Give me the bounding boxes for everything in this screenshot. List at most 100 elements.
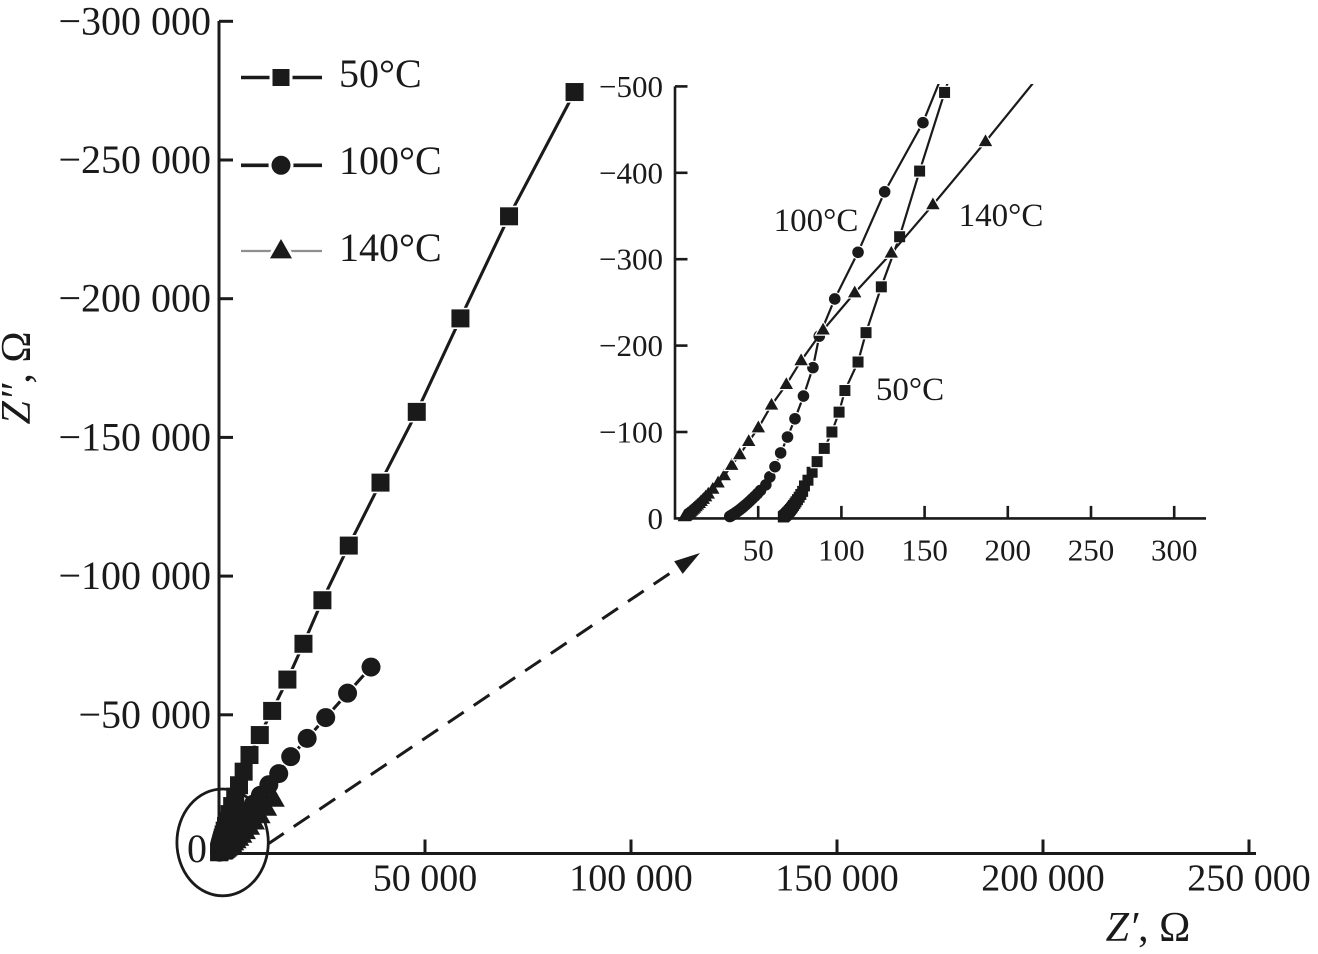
legend-symbols	[241, 66, 322, 262]
marker-circle	[279, 745, 302, 768]
marker-circle	[359, 655, 383, 679]
x-axis-title-symbol: Z′	[1106, 905, 1139, 951]
series-markers-100°C	[723, 115, 930, 523]
marker-triangle	[739, 431, 758, 448]
y-tick-label: −200	[599, 328, 663, 363]
marker-square	[276, 668, 298, 691]
y-tick-label: 0	[187, 826, 207, 871]
inset-axes: 50 100 150 200 250 300 0 −100 −200 −300 −400 −500	[599, 69, 1206, 567]
x-tick-label: 250	[1068, 532, 1115, 567]
marker-square	[563, 81, 586, 103]
marker-square	[874, 280, 889, 294]
inset-annotation-50c: 50°C	[876, 372, 944, 408]
main-series	[210, 81, 586, 862]
marker-triangle	[777, 374, 796, 391]
marker-square	[406, 401, 428, 423]
marker-circle	[780, 430, 795, 445]
y-tick-label: −300 000	[58, 0, 211, 43]
y-tick-label: −100 000	[58, 553, 211, 598]
y-axis-title-symbol: Z″	[0, 383, 40, 424]
marker-square	[912, 164, 927, 178]
marker-square	[810, 454, 824, 469]
marker-triangle	[706, 481, 720, 494]
marker-square	[838, 383, 852, 398]
marker-circle	[787, 411, 802, 426]
series-line-50°C	[782, 84, 949, 518]
x-tick-label: 50	[743, 532, 774, 567]
marker-circle	[336, 682, 359, 705]
marker-triangle	[792, 350, 810, 367]
main-axes: 50 000 100 000 150 000 200 000 250 000 0 −50 0…	[58, 0, 1310, 900]
marker-square	[338, 534, 360, 557]
marker-square	[851, 355, 865, 369]
marker-square	[292, 633, 315, 655]
marker-triangle	[924, 195, 942, 211]
x-tick-label: 150 000	[775, 858, 899, 900]
marker-circle	[764, 471, 776, 483]
x-tick-label: 50 000	[373, 858, 478, 900]
x-tick-label: 200	[985, 532, 1032, 567]
y-tick-label: 0	[648, 501, 664, 536]
y-tick-label: −400	[599, 155, 663, 190]
y-tick-label: −150 000	[58, 414, 211, 459]
marker-triangle	[722, 455, 741, 472]
marker-square	[937, 85, 952, 100]
zoom-arrow-head	[674, 553, 700, 574]
x-tick-label: 100 000	[569, 858, 693, 900]
marker-square	[240, 746, 259, 765]
x-tick-label: 150	[901, 532, 948, 567]
marker-circle	[877, 184, 892, 199]
marker-square	[825, 425, 839, 439]
marker-square	[269, 66, 293, 89]
marker-circle	[851, 245, 866, 260]
marker-triangle	[749, 418, 768, 434]
x-tick-label: 100	[818, 532, 865, 567]
x-tick-label: 300	[1151, 532, 1198, 567]
marker-triangle	[717, 468, 731, 481]
marker-square	[802, 474, 814, 486]
marker-square	[859, 325, 873, 340]
marker-square	[498, 205, 520, 227]
marker-square	[261, 700, 283, 722]
x-axis-title: Z′, Ω	[1106, 905, 1191, 951]
marker-circle	[268, 152, 294, 178]
marker-square	[817, 441, 831, 456]
marker-triangle	[814, 320, 832, 336]
marker-circle	[773, 445, 788, 460]
zoom-arrow-dashed-line	[267, 564, 683, 846]
series-markers-50°C	[210, 81, 586, 862]
y-tick-label: −250 000	[58, 137, 211, 182]
marker-circle	[915, 115, 930, 130]
y-tick-label: −300	[599, 242, 663, 277]
marker-triangle	[730, 444, 749, 461]
marker-square	[798, 480, 810, 492]
axis-spines	[673, 86, 1206, 520]
marker-circle	[796, 389, 811, 404]
marker-circle	[314, 706, 337, 729]
marker-circle	[827, 291, 842, 306]
legend-label-140c: 140°C	[339, 225, 442, 270]
annotation-decorations	[175, 553, 700, 898]
inset-series	[677, 84, 1034, 523]
marker-circle	[805, 360, 820, 375]
x-tick-label: 200 000	[981, 858, 1105, 900]
x-tick-label: 250 000	[1187, 858, 1311, 900]
legend-label-50c: 50°C	[339, 51, 422, 96]
y-tick-label: −500	[599, 69, 663, 104]
marker-triangle	[976, 131, 995, 148]
legend-label-100c: 100°C	[339, 138, 442, 183]
marker-triangle	[882, 243, 901, 259]
marker-circle	[296, 727, 319, 750]
y-axis-title: Z″, Ω	[0, 331, 40, 424]
marker-circle	[269, 764, 289, 784]
marker-triangle	[264, 232, 298, 262]
marker-square	[806, 466, 818, 478]
marker-circle	[768, 459, 783, 474]
marker-square	[449, 307, 472, 329]
x-axis-title-unit: , Ω	[1138, 905, 1190, 951]
y-tick-label: −50 000	[78, 692, 211, 737]
marker-square	[369, 472, 392, 494]
marker-triangle	[711, 475, 725, 488]
